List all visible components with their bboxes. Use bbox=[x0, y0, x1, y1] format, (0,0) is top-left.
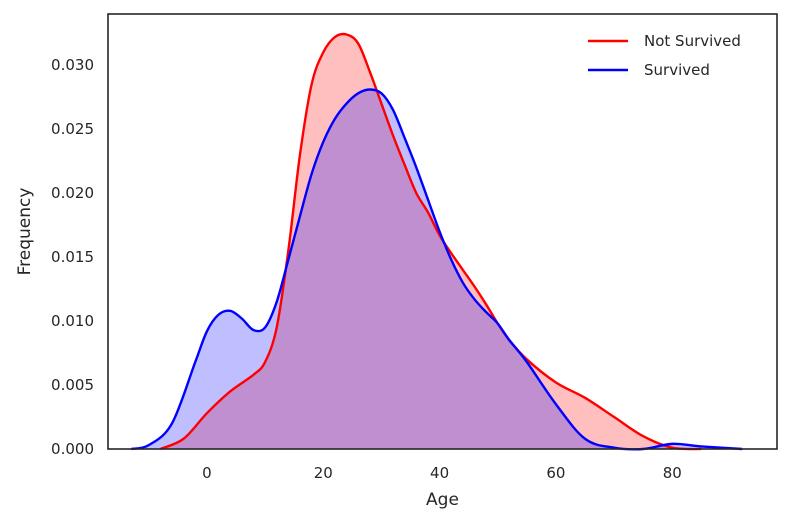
not-survived-area bbox=[160, 33, 702, 450]
density-lines bbox=[131, 32, 743, 451]
y-tick-label: 0.000 bbox=[51, 440, 94, 458]
y-tick-label: 0.010 bbox=[51, 312, 94, 330]
x-tick-label: 80 bbox=[663, 464, 682, 482]
y-tick-label: 0.005 bbox=[51, 376, 94, 394]
plot-frame bbox=[107, 13, 778, 450]
not-survived-line bbox=[159, 32, 702, 451]
x-tick-label: 60 bbox=[546, 464, 565, 482]
survived-area bbox=[131, 89, 743, 450]
x-tick-label: 20 bbox=[314, 464, 333, 482]
x-tick-label: 40 bbox=[430, 464, 449, 482]
density-fills bbox=[131, 33, 743, 450]
y-tick-label: 0.025 bbox=[51, 120, 94, 138]
x-axis-label: Age bbox=[426, 490, 459, 510]
x-axis: 0 20 40 60 80 bbox=[202, 464, 682, 482]
legend: Not Survived Survived bbox=[588, 32, 741, 79]
y-tick-label: 0.015 bbox=[51, 248, 94, 266]
x-tick-label: 0 bbox=[202, 464, 212, 482]
legend-survived-label: Survived bbox=[644, 61, 710, 79]
survived-line bbox=[131, 88, 743, 451]
y-tick-label: 0.020 bbox=[51, 184, 94, 202]
y-tick-label: 0.030 bbox=[51, 56, 94, 74]
legend-not-survived-label: Not Survived bbox=[644, 32, 741, 50]
y-axis: 0.000 0.005 0.010 0.015 0.020 0.025 0.030 bbox=[51, 56, 94, 458]
y-axis-label: Frequency bbox=[15, 188, 35, 276]
